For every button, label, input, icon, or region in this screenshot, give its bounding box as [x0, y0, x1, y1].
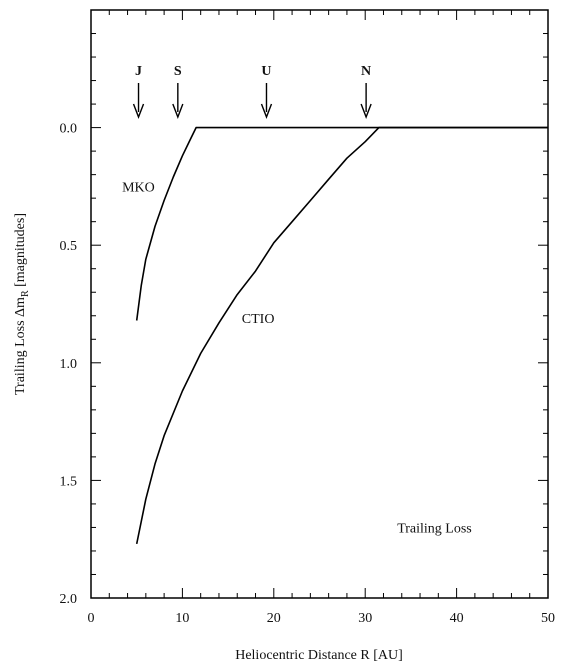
y-axis-title-main: Trailing Loss Δm — [13, 297, 28, 395]
y-tick-label: 1.5 — [60, 474, 78, 489]
planet-marker-n: N — [360, 64, 372, 119]
y-axis-title-subscript: R — [20, 290, 31, 297]
planet-arrow-head — [132, 103, 145, 119]
annotation-ctio: CTIO — [242, 312, 275, 327]
series-line-mko — [135, 126, 548, 321]
y-tick-label: 1.0 — [60, 357, 78, 372]
planet-marker-u: U — [260, 64, 273, 119]
planet-label: J — [135, 64, 142, 79]
planet-label: S — [174, 64, 182, 79]
x-tick-label: 20 — [267, 611, 281, 626]
x-axis-title: Heliocentric Distance R [AU] — [235, 648, 403, 663]
annotation-trailing-loss: Trailing Loss — [397, 521, 472, 536]
y-axis-title-unit: [magnitudes] — [13, 213, 28, 290]
planet-arrow-head — [360, 103, 372, 119]
y-tick-labels: 0.0 0.5 1.0 1.5 2.0 — [60, 122, 78, 607]
series-layer — [135, 126, 548, 545]
axis-ticks — [90, 9, 549, 599]
plot-frame — [90, 9, 549, 599]
planet-marker-j: J — [132, 64, 145, 119]
planet-marker-s: S — [172, 64, 184, 119]
x-tick-label: 0 — [88, 611, 95, 626]
annotations: MKO CTIO Trailing Loss — [122, 180, 472, 536]
annotation-mko: MKO — [122, 180, 155, 195]
y-tick-label: 0.0 — [60, 122, 78, 137]
y-axis-title: Trailing Loss ΔmR [magnitudes] — [13, 213, 31, 395]
series-line-ctio — [135, 126, 548, 545]
planet-label: N — [361, 64, 371, 79]
x-tick-label: 40 — [450, 611, 464, 626]
planet-label: U — [261, 64, 271, 79]
planet-arrow-head — [260, 103, 273, 119]
x-tick-label: 50 — [541, 611, 555, 626]
x-tick-labels: 0 10 20 30 40 50 — [88, 611, 556, 626]
planet-arrow-head — [172, 103, 184, 119]
y-tick-label: 2.0 — [60, 592, 78, 607]
x-tick-label: 10 — [175, 611, 189, 626]
x-tick-label: 30 — [358, 611, 372, 626]
y-tick-label: 0.5 — [60, 239, 78, 254]
